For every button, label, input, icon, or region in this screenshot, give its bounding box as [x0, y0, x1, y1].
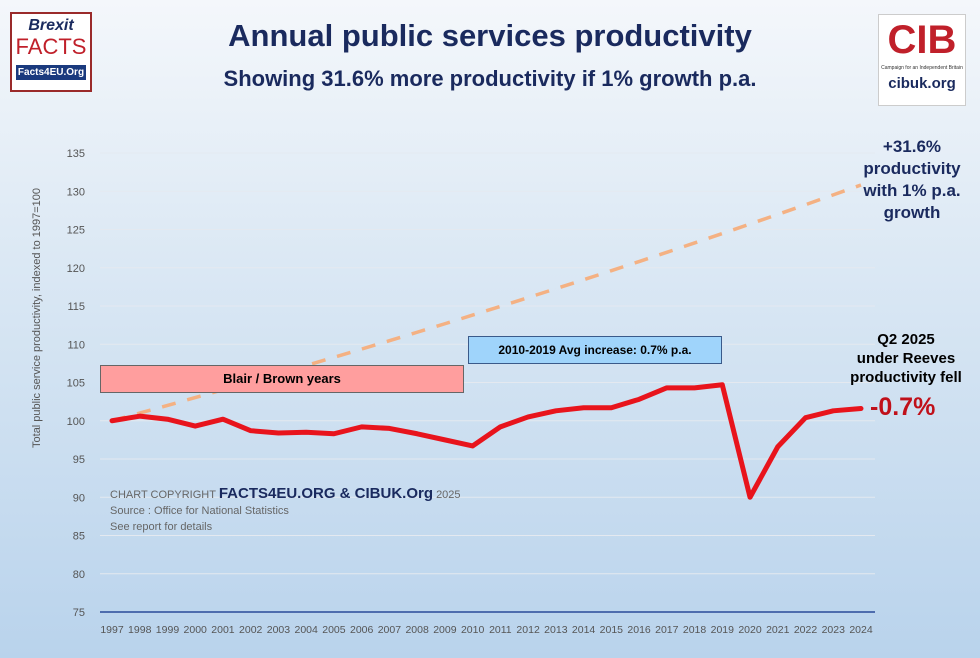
x-tick-label: 2001 — [211, 624, 235, 636]
fell-value: -0.7% — [870, 393, 936, 421]
logo-text: FACTS — [15, 34, 87, 59]
copyright-label: CHART COPYRIGHT — [110, 489, 216, 501]
x-tick-label: 1997 — [100, 624, 124, 636]
y-tick-label: 125 — [67, 225, 85, 237]
annotation-line: Q2 2025 — [877, 331, 935, 348]
y-tick-label: 115 — [67, 301, 85, 313]
x-tick-label: 2011 — [489, 624, 512, 636]
facts4eu-logo: Brexit FACTS Facts4EU.Org — [10, 12, 92, 92]
chart-title: Annual public services productivity — [228, 18, 752, 53]
annotation-line: growth — [883, 203, 941, 222]
y-tick-label: 130 — [67, 186, 85, 198]
y-tick-label: 80 — [73, 569, 85, 581]
blair-brown-box: Blair / Brown years — [100, 365, 464, 393]
x-tick-label: 2014 — [572, 624, 596, 636]
cibuk-logo: CIB Campaign for an Independent Britain … — [878, 14, 966, 106]
y-tick-label: 75 — [73, 607, 85, 619]
x-tick-label: 1998 — [128, 624, 152, 636]
x-tick-label: 2022 — [794, 624, 818, 636]
x-tick-label: 2019 — [711, 624, 735, 636]
x-tick-label: 2020 — [738, 624, 762, 636]
x-tick-label: 1999 — [156, 624, 180, 636]
x-tick-label: 2007 — [378, 624, 402, 636]
see-report-note: See report for details — [110, 521, 213, 533]
y-tick-label: 135 — [67, 148, 85, 160]
x-tick-label: 2017 — [655, 624, 679, 636]
annotation-line: +31.6% — [882, 137, 942, 156]
y-axis-label: Total public service productivity, index… — [31, 188, 43, 448]
annotation-line: under Reeves — [856, 350, 956, 367]
logo-text: Brexit — [28, 17, 74, 34]
source-note: Source : Office for National Statistics — [110, 505, 289, 517]
logo-site: cibuk.org — [888, 75, 956, 92]
annotation-line: with 1% p.a. — [863, 181, 961, 200]
x-tick-label: 2024 — [849, 624, 873, 636]
x-tick-label: 2004 — [295, 624, 319, 636]
x-tick-label: 2016 — [627, 624, 651, 636]
annotation-line: productivity — [863, 159, 961, 178]
q2-annotation: Q2 2025 under Reeves productivity fell — [836, 330, 976, 387]
x-tick-label: 2021 — [766, 624, 790, 636]
x-tick-label: 2006 — [350, 624, 374, 636]
copyright-block: CHART COPYRIGHT FACTS4EU.ORG & CIBUK.Org… — [110, 486, 461, 535]
logo-mark: CIB — [887, 18, 957, 62]
logo-tagline: Campaign for an Independent Britain — [881, 65, 963, 71]
y-tick-label: 85 — [73, 531, 85, 543]
x-tick-label: 2015 — [600, 624, 624, 636]
x-tick-label: 2018 — [683, 624, 707, 636]
avg-increase-box: 2010-2019 Avg increase: 0.7% p.a. — [468, 336, 722, 364]
y-tick-label: 90 — [73, 492, 85, 504]
y-tick-label: 120 — [67, 263, 85, 275]
logo-text: Facts4EU.Org — [16, 65, 86, 80]
plus-annotation: +31.6% productivity with 1% p.a. growth — [852, 136, 972, 224]
x-tick-label: 2000 — [184, 624, 208, 636]
chart-subtitle: Showing 31.6% more productivity if 1% gr… — [223, 66, 757, 91]
projection-line — [111, 183, 862, 423]
y-tick-label: 110 — [67, 339, 85, 351]
x-tick-label: 2010 — [461, 624, 485, 636]
productivity-line — [109, 382, 864, 500]
annotation-line: productivity fell — [850, 369, 962, 386]
x-tick-label: 2003 — [267, 624, 291, 636]
x-tick-label: 2013 — [544, 624, 568, 636]
y-tick-label: 100 — [67, 416, 85, 428]
x-tick-label: 2023 — [822, 624, 846, 636]
copyright-year: 2025 — [436, 489, 461, 501]
x-tick-label: 2002 — [239, 624, 263, 636]
x-tick-label: 2008 — [405, 624, 429, 636]
x-tick-label: 2009 — [433, 624, 457, 636]
y-tick-label: 105 — [67, 378, 85, 390]
x-tick-label: 2012 — [516, 624, 540, 636]
y-tick-label: 95 — [73, 454, 85, 466]
x-tick-label: 2005 — [322, 624, 346, 636]
copyright-owner: FACTS4EU.ORG & CIBUK.Org — [218, 485, 433, 502]
